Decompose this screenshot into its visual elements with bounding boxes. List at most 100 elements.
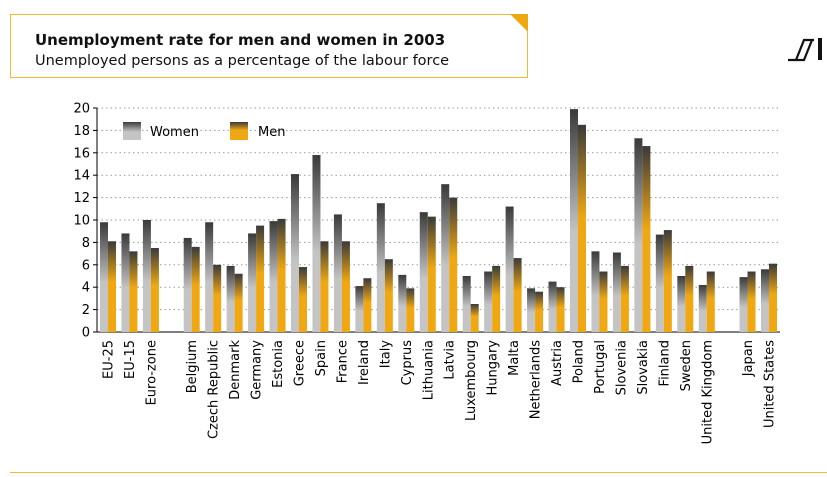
bar-women (462, 276, 471, 332)
bar-men (213, 264, 222, 332)
x-tick-label: Greece (293, 340, 308, 386)
bar-women (761, 269, 769, 332)
bar-men (108, 241, 116, 332)
x-tick-label: Hungary (486, 340, 501, 396)
y-tick-label: 12 (73, 191, 90, 206)
bar-men (535, 291, 544, 332)
bar-women (527, 288, 536, 332)
bar-women (677, 276, 686, 332)
bar-men (685, 265, 694, 332)
bar-men (320, 241, 329, 332)
bar-women (548, 281, 557, 332)
x-tick-label: Germany (250, 340, 265, 400)
bar-men (191, 246, 200, 332)
bar-men (299, 267, 308, 332)
chart-subtitle: Unemployed persons as a percentage of th… (35, 53, 450, 69)
bar-men (277, 218, 286, 332)
x-tick-label: Cyprus (400, 340, 415, 386)
bar-women (312, 155, 321, 332)
y-tick-label: 18 (73, 124, 90, 139)
x-tick-label: Euro-zone (144, 340, 159, 405)
x-tick-label: Estonia (271, 340, 286, 388)
bar-women (205, 222, 214, 332)
bar-women (419, 212, 428, 332)
x-tick-label: Denmark (228, 340, 243, 400)
bar-women (739, 277, 748, 332)
bar-men (256, 225, 265, 332)
bar-women (333, 214, 342, 332)
bar-men (620, 265, 629, 332)
x-tick-label: EU-15 (123, 340, 138, 379)
bar-men (406, 288, 415, 332)
bar-women (226, 265, 235, 332)
y-tick-label: 8 (82, 236, 90, 251)
bar-women (355, 286, 364, 332)
bar-women (591, 251, 600, 332)
bar-men (363, 278, 372, 332)
bar-women (698, 284, 707, 332)
bar-women (612, 252, 621, 332)
bar-men (427, 216, 436, 332)
title-box: Unemployment rate for men and women in 2… (10, 14, 528, 78)
x-tick-label: Finland (657, 340, 672, 386)
y-tick-label: 20 (73, 102, 90, 117)
bar-men (341, 241, 350, 332)
y-tick-label: 16 (73, 146, 90, 161)
y-tick-label: 0 (82, 326, 90, 341)
y-tick-label: 10 (73, 214, 90, 229)
bar-men (599, 271, 608, 332)
bar-men (513, 258, 522, 332)
chart-title: Unemployment rate for men and women in 2… (35, 31, 446, 49)
bar-women (569, 109, 578, 333)
x-tick-label: Belgium (185, 340, 200, 393)
x-tick-label: United States (763, 340, 778, 428)
bar-men (769, 263, 777, 332)
y-tick-label: 2 (82, 303, 90, 318)
bar-men (150, 248, 159, 332)
bar-women (183, 237, 192, 332)
bar-women (634, 138, 643, 332)
bar-women (484, 271, 493, 332)
x-tick-label: Slovakia (636, 340, 651, 395)
bar-women (142, 220, 151, 332)
y-tick-label: 4 (82, 281, 90, 296)
legend-label-men: Men (258, 125, 285, 140)
x-tick-label: Malta (507, 340, 522, 376)
bar-men (492, 265, 501, 332)
x-tick-label: Sweden (679, 340, 694, 391)
x-tick-label: Luxembourg (464, 340, 479, 421)
bar-men (747, 271, 756, 332)
x-tick-label: EU-25 (102, 340, 117, 379)
bar-women (291, 174, 300, 332)
x-tick-label: France (335, 340, 350, 383)
x-tick-label: Japan (741, 340, 756, 377)
bar-men (449, 197, 458, 332)
x-tick-label: Spain (314, 340, 329, 376)
bar-men (706, 271, 715, 332)
x-tick-label: Slovenia (614, 340, 629, 395)
x-tick-label: Austria (550, 340, 565, 386)
bar-men (577, 124, 586, 332)
x-tick-label: Czech Republic (207, 340, 222, 439)
bar-women (100, 222, 108, 332)
x-tick-label: United Kingdom (700, 340, 715, 444)
x-tick-label: Italy (378, 340, 393, 369)
legend-swatch-women (123, 122, 141, 140)
bar-men (470, 304, 479, 332)
x-tick-label: Ireland (357, 340, 372, 385)
bar-men (384, 259, 393, 332)
bar-men (663, 230, 672, 332)
logo-icon (788, 38, 822, 62)
bar-women (398, 274, 407, 332)
y-tick-label: 14 (73, 169, 90, 184)
x-tick-label: Portugal (593, 340, 608, 394)
bar-women (121, 233, 130, 332)
bar-men (642, 146, 651, 332)
title-corner-accent (510, 14, 528, 32)
x-tick-label: Lithuania (421, 340, 436, 400)
legend-label-women: Women (150, 125, 199, 140)
bar-women (269, 221, 278, 332)
bar-women (505, 206, 514, 332)
y-tick-label: 6 (82, 258, 90, 273)
